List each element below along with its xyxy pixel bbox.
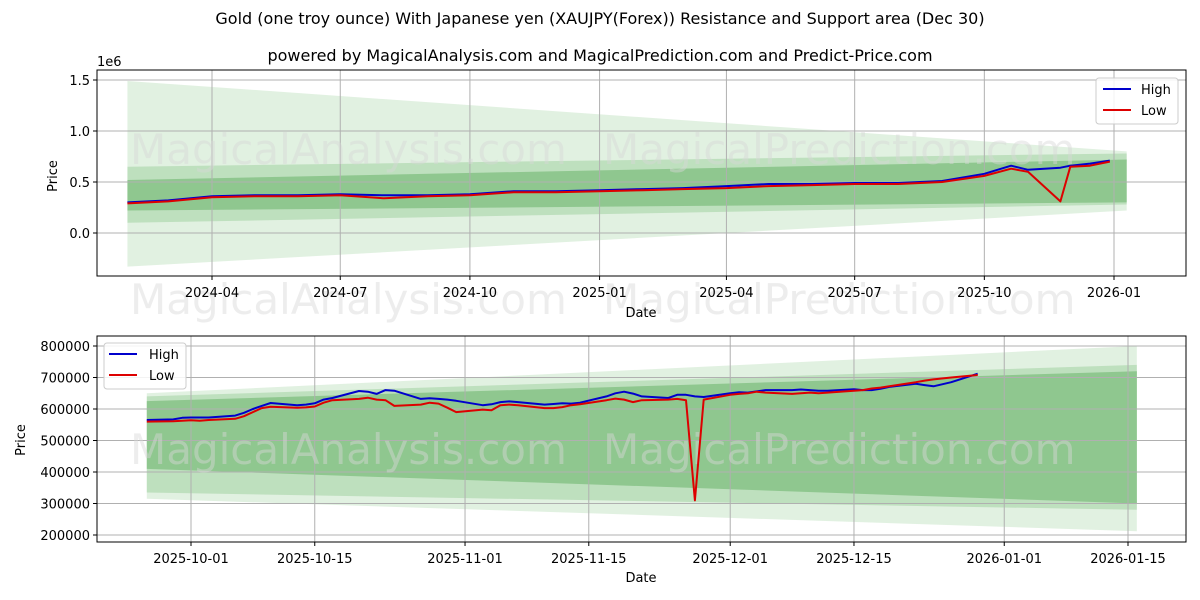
y-tick-label: 1.0 (69, 125, 90, 140)
watermark-bottom-right: MagicalPrediction.com (603, 425, 1076, 474)
top-price-lines (127, 159, 1111, 205)
watermark-mid-right: MagicalPrediction.com (603, 275, 1076, 324)
x-tick-label: 2026-01 (1087, 286, 1141, 301)
y-tick-label: 300000 (40, 498, 90, 513)
x-tick-label: 2025-01 (572, 286, 626, 301)
bottom-panel: MagicalAnalysis.com MagicalPrediction.co… (14, 335, 1187, 586)
x-tick-label: 2024-04 (185, 286, 239, 301)
x-tick-label: 2026-01-01 (966, 552, 1042, 567)
y-tick-label: 800000 (40, 340, 90, 355)
x-tick-label: 2025-07 (828, 286, 882, 301)
y-tick-label: 1.5 (69, 74, 90, 89)
bottom-support-resistance-bands (146, 346, 1137, 532)
top-y-offset-label: 1e6 (97, 55, 122, 70)
bottom-price-lines (146, 372, 979, 502)
x-tick-label: 2025-10-15 (277, 552, 353, 567)
y-tick-label: 0.0 (69, 227, 90, 242)
series-high-line (146, 372, 979, 421)
x-tick-label: 2025-10-01 (153, 552, 229, 567)
x-tick-label: 2025-10 (957, 286, 1011, 301)
x-tick-label: 2025-11-15 (551, 552, 627, 567)
series-low-line (146, 374, 978, 502)
y-tick-label: 200000 (40, 529, 90, 544)
legend-high-label: High (1141, 83, 1171, 98)
top-x-axis-label: Date (625, 306, 656, 321)
bottom-x-axis-label: Date (625, 571, 656, 586)
top-y-axis: 0.0 0.5 1.0 1.5 (69, 74, 97, 242)
bottom-legend: High Low (103, 342, 187, 390)
bottom-grid (97, 336, 1186, 542)
bottom-y-axis-label: Price (14, 424, 29, 456)
top-x-axis: 2024-04 2024-07 2024-10 2025-01 2025-04 2025-… (185, 276, 1141, 301)
y-tick-label: 600000 (40, 403, 90, 418)
x-tick-label: 2024-10 (443, 286, 497, 301)
band-inner (146, 371, 1137, 504)
x-tick-label: 2025-11-01 (427, 552, 503, 567)
legend-high-label: High (149, 348, 179, 363)
bottom-axes-frame (96, 335, 1187, 543)
watermark-top-left: MagicalAnalysis.com (130, 125, 567, 174)
legend-low-label: Low (1141, 104, 1167, 119)
top-axes-frame (96, 69, 1187, 277)
top-y-axis-label: Price (46, 160, 61, 192)
chart-subtitle: powered by MagicalAnalysis.com and Magic… (267, 46, 933, 65)
y-tick-label: 500000 (40, 435, 90, 450)
x-tick-label: 2025-12-01 (692, 552, 768, 567)
x-tick-label: 2025-12-15 (816, 552, 892, 567)
watermark-top-right: MagicalPrediction.com (603, 125, 1076, 174)
x-tick-label: 2026-01-15 (1090, 552, 1166, 567)
series-low-line (127, 160, 1111, 205)
y-tick-label: 700000 (40, 372, 90, 387)
x-tick-label: 2024-07 (313, 286, 367, 301)
top-legend: High Low (1095, 77, 1179, 125)
bottom-y-axis: 200000 300000 400000 500000 600000 700000 8000… (40, 340, 97, 544)
bottom-x-axis: 2025-10-01 2025-10-15 2025-11-01 2025-11-15… (153, 542, 1166, 567)
top-panel: MagicalAnalysis.com MagicalPrediction.co… (46, 55, 1187, 324)
chart-title: Gold (one troy ounce) With Japanese yen … (215, 9, 985, 28)
watermark-bottom-left: MagicalAnalysis.com (130, 425, 567, 474)
y-tick-label: 400000 (40, 466, 90, 481)
legend-low-label: Low (149, 369, 175, 384)
x-tick-label: 2025-04 (699, 286, 753, 301)
watermark-mid-left: MagicalAnalysis.com (130, 275, 567, 324)
y-tick-label: 0.5 (69, 176, 90, 191)
